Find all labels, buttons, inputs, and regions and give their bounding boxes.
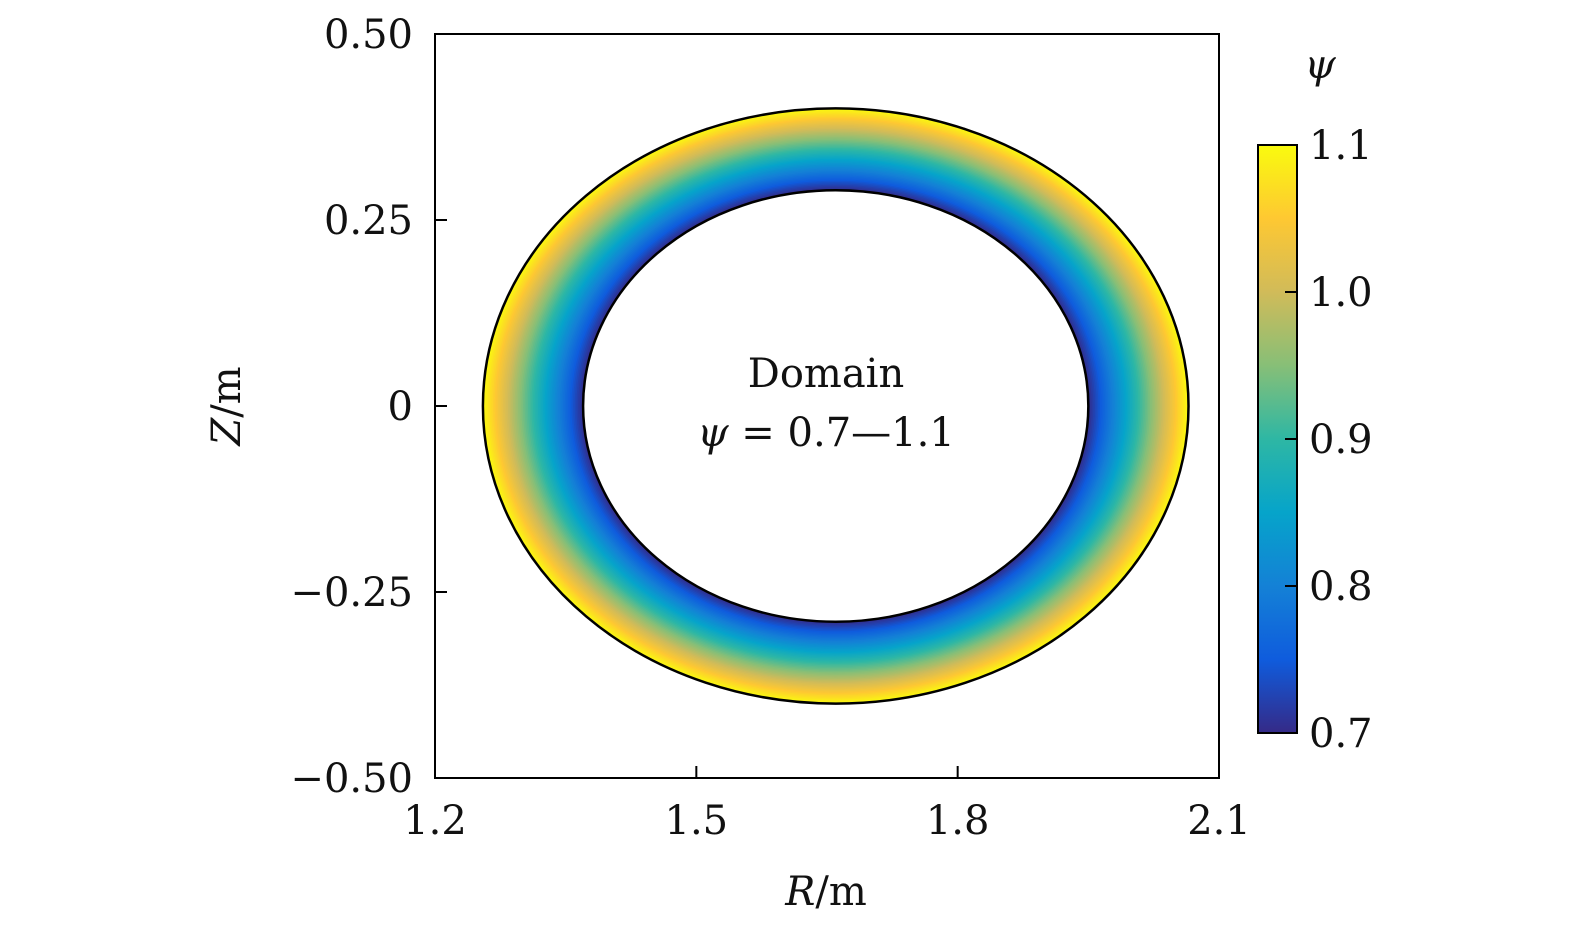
colorbar-tick-label: 1.0 [1309,270,1373,316]
colorbar-tick-label: 0.8 [1309,564,1373,610]
x-tick-label: 1.2 [403,798,467,844]
psi-ring-heatmap [481,107,1190,705]
x-axis-ticks: 1.2 1.5 1.8 2.1 [403,766,1251,844]
x-tick-label: 1.5 [665,798,729,844]
domain-inner-hole [581,188,1090,624]
domain-outer-boundary [481,107,1190,705]
y-tick-label: 0 [388,384,413,430]
x-axis-label: R/m [784,869,867,915]
colorbar [1257,144,1298,734]
y-tick-label: −0.25 [290,570,413,616]
y-tick-label: 0.50 [324,12,413,58]
x-tick-label: 1.8 [926,798,990,844]
colorbar-ticks: 1.1 1.0 0.9 0.8 0.7 [1285,123,1373,757]
y-tick-label: 0.25 [324,198,413,244]
y-axis-ticks: 0.50 0.25 0 −0.25 −0.50 [290,12,447,802]
annotation-psi-range: ψ = 0.7—1.1 [697,410,955,456]
colorbar-tick-label: 1.1 [1309,123,1373,169]
y-axis-label: Z/m [204,366,250,447]
x-axis-label-unit: /m [815,869,866,915]
y-axis-label-var: Z [204,417,250,448]
y-tick-label: −0.50 [290,756,413,802]
annotation-domain: Domain [748,351,904,397]
y-axis-label-unit: /m [204,366,250,417]
colorbar-tick-label: 0.7 [1309,711,1373,757]
annotation-psi-symbol: ψ [697,410,729,456]
annotation-psi-value: = 0.7—1.1 [729,410,955,456]
x-axis-label-var: R [784,869,815,915]
colorbar-label: ψ [1304,42,1336,88]
colorbar-tick-label: 0.9 [1309,417,1373,463]
x-tick-label: 2.1 [1187,798,1251,844]
